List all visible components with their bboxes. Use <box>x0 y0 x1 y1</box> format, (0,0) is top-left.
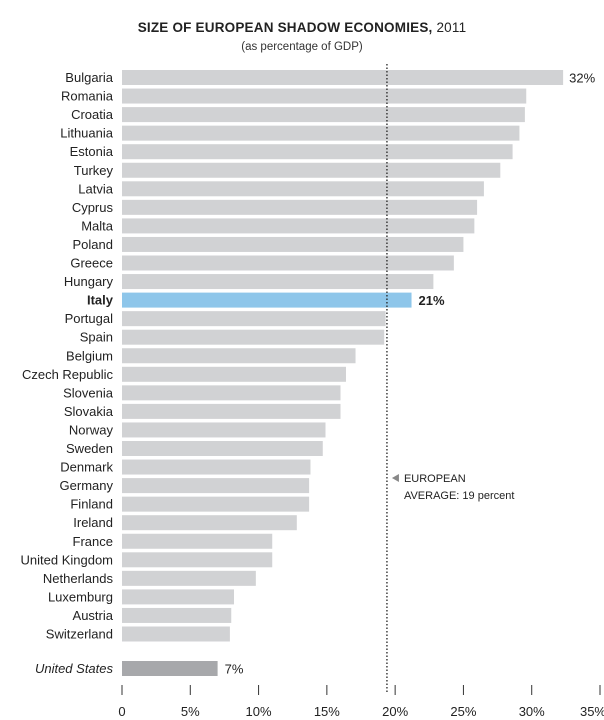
category-label: Italy <box>87 293 114 308</box>
category-label: Luxemburg <box>48 589 113 604</box>
value-label-united-states: 7% <box>225 662 244 677</box>
bar-hungary <box>122 274 434 290</box>
category-label: Latvia <box>78 181 113 196</box>
value-label-italy: 21% <box>419 293 445 308</box>
bar-malta <box>122 218 475 234</box>
bar-italy <box>122 292 412 308</box>
x-tick-label: 35% <box>580 704 604 719</box>
category-label: Czech Republic <box>22 367 114 382</box>
chart-title-text: SIZE OF EUROPEAN SHADOW ECONOMIES, <box>137 20 433 35</box>
bar-netherlands <box>122 570 256 586</box>
x-tick-label: 30% <box>519 704 545 719</box>
bar-cyprus <box>122 199 478 215</box>
bar-slovenia <box>122 385 341 401</box>
bar-bulgaria <box>122 70 564 85</box>
average-arrow-icon <box>391 474 399 482</box>
category-label: Slovakia <box>64 404 114 419</box>
bar-lithuania <box>122 125 520 141</box>
bar-spain <box>122 329 385 345</box>
chart-title-year: 2011 <box>436 20 467 35</box>
bar-austria <box>122 607 232 623</box>
category-label: Poland <box>73 237 113 252</box>
category-label: Estonia <box>70 144 114 159</box>
chart-title: SIZE OF EUROPEAN SHADOW ECONOMIES, 2011 <box>0 20 604 35</box>
bar-sweden <box>122 441 323 456</box>
average-label-line1: EUROPEAN <box>404 473 466 485</box>
category-label: Cyprus <box>72 200 114 215</box>
category-label: Romania <box>61 89 114 104</box>
bar-romania <box>122 88 527 104</box>
category-label: United States <box>35 661 114 676</box>
bar-turkey <box>122 162 501 178</box>
category-label: Germany <box>60 478 114 493</box>
bar-france <box>122 533 273 549</box>
category-label: Bulgaria <box>65 70 113 85</box>
bar-denmark <box>122 459 311 475</box>
value-label-bulgaria: 32% <box>569 71 595 86</box>
bar-poland <box>122 236 464 252</box>
bar-slovakia <box>122 403 341 419</box>
category-label: Slovenia <box>63 385 114 400</box>
category-label: Netherlands <box>43 571 114 586</box>
category-label: Belgium <box>66 348 113 363</box>
bar-switzerland <box>122 626 230 642</box>
category-label: Switzerland <box>46 627 113 642</box>
bar-greece <box>122 255 454 271</box>
category-label: Greece <box>70 256 113 271</box>
category-label: Norway <box>69 422 114 437</box>
chart-subtitle: (as percentage of GDP) <box>241 41 363 53</box>
bar-czech-republic <box>122 366 346 382</box>
category-label: Croatia <box>71 107 114 122</box>
x-tick-label: 15% <box>314 704 340 719</box>
category-label: Austria <box>73 608 114 623</box>
bar-united-kingdom <box>122 552 273 568</box>
bar-belgium <box>122 348 356 364</box>
x-tick-label: 5% <box>181 704 200 719</box>
category-label: Malta <box>81 218 114 233</box>
x-tick-label: 20% <box>382 704 408 719</box>
category-label: France <box>73 534 113 549</box>
category-label: Sweden <box>66 441 113 456</box>
bar-germany <box>122 478 310 494</box>
bar-luxemburg <box>122 589 234 605</box>
category-label: Spain <box>80 330 113 345</box>
category-label: Hungary <box>64 274 114 289</box>
bar-portugal <box>122 311 386 327</box>
category-label: Lithuania <box>60 126 114 141</box>
bar-croatia <box>122 107 525 123</box>
category-label: Turkey <box>74 163 114 178</box>
x-tick-label: 10% <box>246 704 272 719</box>
x-tick-label: 0 <box>118 704 125 719</box>
category-label: Portugal <box>65 311 114 326</box>
bar-estonia <box>122 144 513 160</box>
category-label: Denmark <box>60 460 113 475</box>
bar-united-states <box>122 661 218 676</box>
bar-finland <box>122 496 310 512</box>
x-tick-label: 25% <box>450 704 476 719</box>
average-label-line2: AVERAGE: 19 percent <box>404 490 514 502</box>
bar-norway <box>122 422 326 438</box>
bar-ireland <box>122 515 297 531</box>
category-label: Finland <box>70 497 113 512</box>
bar-latvia <box>122 181 484 197</box>
category-label: United Kingdom <box>21 552 114 567</box>
category-label: Ireland <box>73 515 113 530</box>
